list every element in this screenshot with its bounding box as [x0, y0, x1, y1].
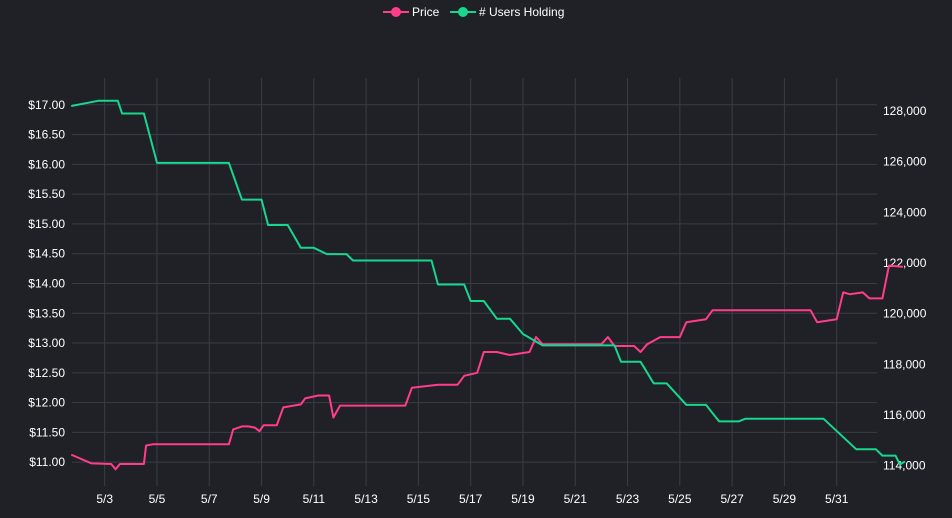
- x-tick-label: 5/27: [720, 492, 744, 506]
- x-tick-label: 5/25: [668, 492, 692, 506]
- users-holding-line: [71, 99, 906, 466]
- y-left-tick-label: $12.50: [28, 366, 65, 380]
- y-left-tick-label: $13.00: [28, 336, 65, 350]
- x-tick-label: 5/11: [303, 492, 326, 506]
- x-tick-label: 5/31: [825, 492, 849, 506]
- x-tick-label: 5/17: [459, 492, 483, 506]
- y-left-tick-label: $15.50: [28, 187, 65, 201]
- x-tick-label: 5/21: [564, 492, 588, 506]
- legend-swatch-marker: [391, 7, 401, 17]
- grid-lines: [72, 78, 877, 486]
- y-right-tick-label: 114,000: [883, 459, 926, 473]
- legend: Price # Users Holding: [383, 5, 564, 19]
- x-tick-label: 5/23: [616, 492, 640, 506]
- y-right-tick-label: 128,000: [883, 104, 927, 118]
- y-left-tick-label: $14.00: [28, 276, 65, 290]
- y-left-tick-label: $16.00: [28, 157, 65, 171]
- legend-swatch-marker: [458, 7, 468, 17]
- x-tick-label: 5/15: [407, 492, 431, 506]
- x-tick-label: 5/13: [354, 492, 378, 506]
- x-tick-label: 5/29: [773, 492, 797, 506]
- y-right-tick-label: 118,000: [883, 357, 926, 371]
- legend-label: Price: [412, 5, 440, 19]
- y-right-tick-label: 120,000: [883, 307, 927, 321]
- x-tick-label: 5/5: [149, 492, 166, 506]
- y-left-tick-label: $14.50: [28, 247, 65, 261]
- series-lines: [71, 99, 906, 471]
- y-right-tick-label: 116,000: [883, 408, 926, 422]
- y-left-tick-label: $11.00: [29, 455, 65, 469]
- x-tick-label: 5/7: [201, 492, 218, 506]
- y-left-tick-label: $11.50: [29, 425, 65, 439]
- legend-label: # Users Holding: [479, 5, 564, 19]
- legend-item: # Users Holding: [450, 5, 564, 19]
- axis-ticks: 5/3 5/5 5/7 5/9 5/11 5/13 5/15 5/17 5/19 5/21 5/23…: [28, 98, 926, 506]
- y-left-tick-label: $12.00: [28, 396, 65, 410]
- x-tick-label: 5/19: [511, 492, 535, 506]
- y-left-tick-label: $15.00: [28, 217, 65, 231]
- price-line: [71, 264, 904, 471]
- y-right-tick-label: 126,000: [883, 155, 927, 169]
- y-right-tick-label: 124,000: [883, 205, 927, 219]
- legend-item: Price: [383, 5, 440, 19]
- y-left-tick-label: $16.50: [28, 128, 65, 142]
- y-left-tick-label: $17.00: [28, 98, 65, 112]
- y-left-tick-label: $13.50: [28, 306, 65, 320]
- x-tick-label: 5/3: [96, 492, 113, 506]
- x-tick-label: 5/9: [253, 492, 270, 506]
